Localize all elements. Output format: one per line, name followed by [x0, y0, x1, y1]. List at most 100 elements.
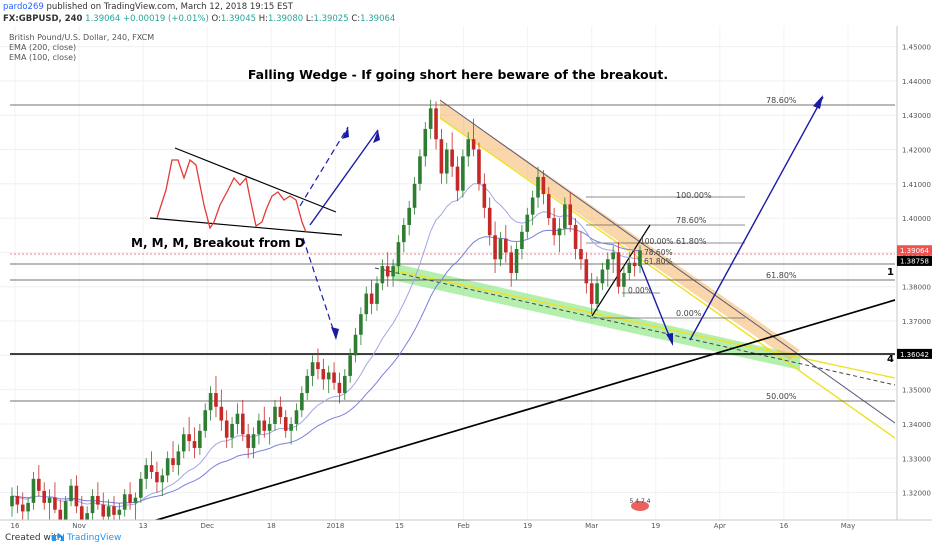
micro-0-label: 0.00%: [628, 286, 652, 295]
price-chart[interactable]: Falling Wedge - If going short here bewa…: [0, 0, 932, 530]
price-scale-bg: [897, 26, 932, 520]
legend-ema100[interactable]: EMA (100, close): [9, 53, 77, 62]
close-label: C:: [351, 14, 361, 24]
candle-body: [337, 382, 342, 394]
candle-body: [439, 139, 444, 174]
candle-body: [520, 231, 524, 249]
mmm-lower-line: [149, 217, 343, 236]
x-tick-label: Feb: [457, 522, 470, 530]
price-tag-box: [897, 245, 932, 256]
open-label: O:: [211, 14, 221, 24]
y-tick-label: 1.45000: [902, 44, 931, 52]
candle-body: [246, 434, 250, 448]
candle-body: [53, 497, 57, 510]
tradingview-link[interactable]: TradingView: [52, 533, 121, 543]
grid: [0, 26, 897, 520]
candle-body: [139, 478, 143, 498]
candle-body: [79, 506, 84, 524]
candle-body: [369, 293, 374, 304]
fib-61-label: 61.80%: [766, 271, 797, 280]
micro-61-label: 61.80%: [644, 257, 673, 266]
candle-body: [536, 176, 540, 198]
candle-body: [133, 497, 138, 503]
candle-body: [396, 242, 401, 267]
wedge-lower-dashed: [374, 267, 896, 386]
close-value: 1.39064: [360, 14, 396, 24]
x-tick-label: 2018: [326, 522, 344, 530]
legend-title: British Pound/U.S. Dollar, 240, FXCM: [9, 33, 155, 42]
candle-body: [101, 504, 106, 517]
candle-body: [434, 108, 438, 140]
candle-body: [638, 250, 642, 267]
event-flag-icon[interactable]: 5 4 7 4: [630, 498, 651, 511]
candle-body: [605, 259, 610, 270]
candle-body: [128, 494, 132, 503]
candle-body: [348, 355, 352, 376]
candle-body: [573, 224, 578, 249]
y-tick-label: 1.40000: [902, 215, 931, 223]
y-tick-label: 1.33000: [902, 455, 931, 463]
candle-body: [627, 262, 632, 273]
y-tick-label: 1.34000: [902, 421, 931, 429]
candle-body: [208, 393, 213, 411]
x-tick-label: May: [841, 522, 855, 530]
candle-body: [326, 372, 331, 380]
candle-body: [579, 248, 583, 260]
candle-body: [112, 506, 116, 515]
inner-78-label: 78.60%: [676, 216, 707, 225]
symbol-label: FX:GBPUSD, 240: [3, 14, 83, 24]
y-tick-label: 1.35000: [902, 387, 931, 395]
drop-dashed-arrow: [302, 237, 337, 339]
fib-anchor-line: [591, 224, 651, 317]
candle-body: [595, 283, 599, 304]
price-tag-label: 1.36042: [900, 351, 929, 359]
candle-body: [321, 369, 326, 380]
candle-body: [482, 183, 487, 208]
x-tick-label: Apr: [714, 522, 726, 530]
candle-body: [106, 506, 111, 517]
author-link[interactable]: pardo269: [3, 2, 44, 12]
candle-body: [273, 406, 277, 424]
micro-100-label: 100.00%: [640, 237, 673, 246]
inner-0-label: 0.00%: [676, 309, 702, 318]
inner-100-label: 100.00%: [676, 191, 712, 200]
price-change: +0.00019 (+0.01%): [123, 14, 209, 24]
candle-body: [122, 494, 127, 510]
candle-body: [450, 149, 454, 167]
mmm-breakout-arrow: [309, 129, 379, 226]
candle-body: [257, 420, 261, 435]
ohlc-line: FX:GBPUSD, 240 1.39064 +0.00019 (+0.01%)…: [3, 14, 395, 24]
candle-body: [63, 501, 68, 520]
lower-wedge-band: [392, 263, 800, 370]
y-tick-label: 1.38000: [902, 284, 931, 292]
candle-body: [428, 108, 433, 129]
ema-100-line: [11, 183, 641, 508]
arrow-head: [331, 327, 339, 340]
published-text: published on TradingView.com, March 12, …: [46, 2, 293, 12]
candle-body: [219, 406, 224, 421]
candle-body: [181, 434, 186, 452]
chart-header: pardo269 published on TradingView.com, M…: [0, 0, 932, 26]
candle-body: [622, 273, 626, 287]
ema-200-line: [11, 228, 640, 504]
candle-body: [632, 262, 637, 267]
candle-body: [15, 495, 20, 505]
x-tick-label: 16: [779, 522, 788, 530]
candle-body: [359, 314, 363, 335]
candle-body: [241, 413, 245, 435]
candle-body: [407, 207, 411, 225]
candle-body: [402, 224, 406, 243]
footer: Created with TradingView: [0, 530, 932, 550]
candle-body: [171, 458, 175, 466]
candle-body: [546, 194, 551, 219]
tradingview-brand: TradingView: [67, 533, 122, 543]
candle-body: [584, 259, 589, 284]
headline: Falling Wedge - If going short here bewa…: [248, 67, 668, 82]
candle-body: [90, 495, 95, 514]
open-value: 1.39045: [220, 14, 257, 24]
last-price: 1.39064: [85, 14, 121, 24]
candle-body: [251, 434, 256, 448]
legend-ema200[interactable]: EMA (200, close): [9, 43, 77, 52]
candle-body: [493, 235, 497, 260]
candle-body: [530, 197, 535, 215]
